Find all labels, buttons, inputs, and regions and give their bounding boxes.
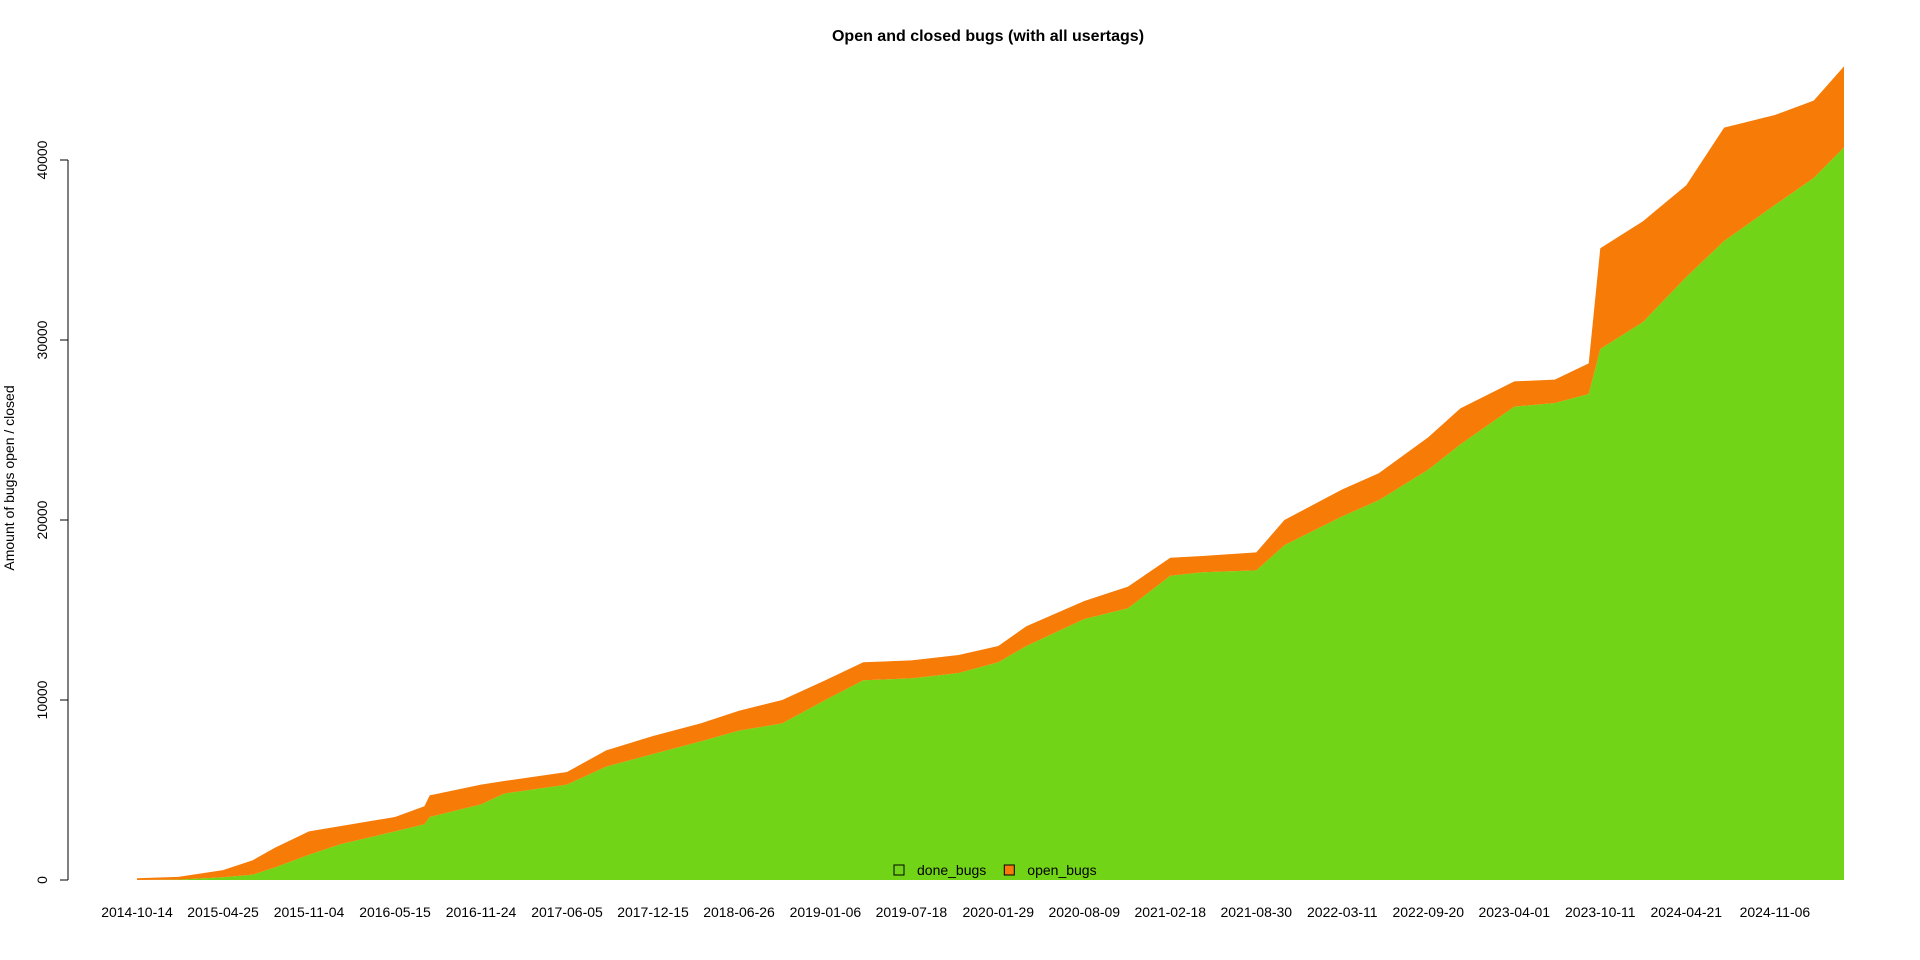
x-tick-label: 2014-10-14 bbox=[101, 904, 173, 920]
x-tick-label: 2022-09-20 bbox=[1392, 904, 1464, 920]
y-tick-label: 30000 bbox=[34, 320, 50, 359]
x-tick-label: 2023-04-01 bbox=[1478, 904, 1550, 920]
y-axis-label: Amount of bugs open / closed bbox=[1, 385, 17, 570]
x-tick-label: 2015-04-25 bbox=[187, 904, 259, 920]
y-tick-label: 0 bbox=[34, 876, 50, 884]
legend-label-open_bugs: open_bugs bbox=[1027, 862, 1096, 878]
y-tick-label: 20000 bbox=[34, 500, 50, 539]
x-tick-label: 2021-08-30 bbox=[1220, 904, 1292, 920]
y-axis: 0 10000 20000 30000 40000 bbox=[34, 140, 69, 884]
x-tick-label: 2024-11-06 bbox=[1740, 904, 1811, 920]
x-tick-label: 2020-08-09 bbox=[1048, 904, 1120, 920]
x-tick-label: 2023-10-11 bbox=[1565, 904, 1636, 920]
x-tick-label: 2024-04-21 bbox=[1650, 904, 1722, 920]
legend-swatch-open_bugs bbox=[1003, 864, 1015, 876]
x-tick-label: 2022-03-11 bbox=[1307, 904, 1378, 920]
series-layer bbox=[137, 66, 1844, 880]
x-tick-label: 2019-07-18 bbox=[876, 904, 948, 920]
legend: done_bugs open_bugs bbox=[893, 862, 1097, 878]
legend-swatch-done_bugs bbox=[893, 864, 905, 876]
legend-label-done_bugs: done_bugs bbox=[917, 862, 986, 878]
x-tick-label: 2015-11-04 bbox=[274, 904, 345, 920]
y-tick-label: 10000 bbox=[34, 680, 50, 719]
series-area-done_bugs bbox=[137, 147, 1844, 880]
x-tick-label: 2021-02-18 bbox=[1134, 904, 1206, 920]
y-tick-label: 40000 bbox=[34, 140, 50, 179]
x-tick-label: 2017-06-05 bbox=[531, 904, 603, 920]
chart-title: Open and closed bugs (with all usertags) bbox=[832, 28, 1144, 45]
x-tick-label: 2020-01-29 bbox=[962, 904, 1034, 920]
x-tick-label: 2016-11-24 bbox=[446, 904, 517, 920]
x-axis: 2014-10-14 2015-04-25 2015-11-04 2016-05-15… bbox=[101, 904, 1810, 920]
x-tick-label: 2019-01-06 bbox=[790, 904, 862, 920]
x-tick-label: 2016-05-15 bbox=[359, 904, 431, 920]
x-tick-label: 2017-12-15 bbox=[617, 904, 689, 920]
x-tick-label: 2018-06-26 bbox=[703, 904, 775, 920]
